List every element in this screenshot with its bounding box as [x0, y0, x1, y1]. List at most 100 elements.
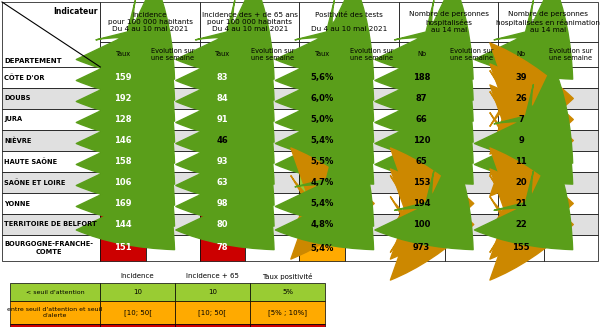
Text: 63: 63: [217, 178, 229, 187]
Bar: [100, 130, 146, 151]
Bar: [544, 42, 598, 67]
Bar: [345, 193, 399, 214]
Bar: [146, 88, 200, 109]
Bar: [175, 324, 250, 327]
Bar: [544, 235, 598, 261]
Bar: [445, 42, 499, 67]
Bar: [499, 193, 544, 214]
Bar: [544, 151, 598, 172]
Bar: [250, 301, 325, 324]
Text: 153: 153: [413, 178, 430, 187]
Bar: [10, 283, 100, 301]
Text: 11: 11: [515, 157, 527, 166]
Text: 4,7%: 4,7%: [311, 178, 334, 187]
Bar: [299, 172, 345, 193]
Text: Incidence des + de 65 ans
pour 100 000 habitants
Du 4 au 10 mai 2021: Incidence des + de 65 ans pour 100 000 h…: [202, 12, 298, 32]
Text: DOUBS: DOUBS: [4, 95, 31, 101]
Bar: [146, 235, 200, 261]
Bar: [100, 193, 146, 214]
Text: 39: 39: [515, 73, 527, 82]
Bar: [544, 172, 598, 193]
Bar: [245, 151, 299, 172]
Bar: [2, 2, 100, 67]
Bar: [2, 67, 100, 88]
Text: Nombre de personnes
hospitalisées en réanimation
au 14 mai: Nombre de personnes hospitalisées en réa…: [496, 11, 600, 33]
Bar: [245, 130, 299, 151]
Text: Incidence + 65: Incidence + 65: [186, 273, 239, 279]
Text: [10; 50[: [10; 50[: [124, 309, 151, 316]
Bar: [299, 67, 345, 88]
Text: 144: 144: [115, 220, 132, 229]
Text: Evolution sur
une semaine: Evolution sur une semaine: [251, 48, 294, 61]
Bar: [146, 109, 200, 130]
Bar: [499, 88, 544, 109]
Bar: [445, 88, 499, 109]
Text: [5% ; 10%]: [5% ; 10%]: [268, 309, 307, 316]
Bar: [499, 2, 598, 42]
Bar: [499, 109, 544, 130]
Text: 84: 84: [217, 94, 229, 103]
Bar: [100, 2, 200, 42]
Bar: [499, 151, 544, 172]
Bar: [245, 235, 299, 261]
Text: 66: 66: [416, 115, 428, 124]
Text: Evolution sur
une semaine: Evolution sur une semaine: [549, 48, 593, 61]
Bar: [250, 283, 325, 301]
Text: 80: 80: [217, 220, 229, 229]
Text: CÔTE D'OR: CÔTE D'OR: [4, 74, 44, 81]
Bar: [299, 109, 345, 130]
Text: 5,4%: 5,4%: [310, 136, 334, 145]
Bar: [146, 42, 200, 67]
Bar: [499, 214, 544, 235]
Bar: [544, 193, 598, 214]
Text: Evolution sur
une semaine: Evolution sur une semaine: [151, 48, 194, 61]
Bar: [2, 235, 100, 261]
Bar: [345, 67, 399, 88]
Text: 159: 159: [115, 73, 132, 82]
Bar: [399, 214, 445, 235]
Text: Incidence: Incidence: [121, 273, 154, 279]
Bar: [299, 193, 345, 214]
Text: Taux positivité: Taux positivité: [262, 272, 313, 280]
Bar: [299, 130, 345, 151]
Bar: [175, 283, 250, 301]
Text: Taux: Taux: [314, 51, 330, 58]
Bar: [544, 109, 598, 130]
Bar: [345, 109, 399, 130]
Bar: [499, 67, 544, 88]
Text: 22: 22: [515, 220, 527, 229]
Bar: [200, 235, 245, 261]
Text: Indicateur: Indicateur: [53, 7, 97, 16]
Bar: [100, 214, 146, 235]
Text: 4,8%: 4,8%: [311, 220, 334, 229]
Bar: [2, 151, 100, 172]
Text: 194: 194: [413, 199, 430, 208]
Text: 7: 7: [518, 115, 524, 124]
Bar: [2, 2, 598, 67]
Bar: [299, 214, 345, 235]
Text: 98: 98: [217, 199, 229, 208]
Text: 128: 128: [115, 115, 132, 124]
Bar: [100, 88, 146, 109]
Bar: [146, 172, 200, 193]
Text: Evolution sur
une semaine: Evolution sur une semaine: [350, 48, 394, 61]
Text: [10; 50[: [10; 50[: [199, 309, 227, 316]
Bar: [299, 235, 345, 261]
Text: 155: 155: [512, 244, 530, 252]
Bar: [544, 67, 598, 88]
Text: 5,5%: 5,5%: [310, 157, 334, 166]
Bar: [146, 214, 200, 235]
Text: incidence
pour 100 000 habitants
Du 4 au 10 mai 2021: incidence pour 100 000 habitants Du 4 au…: [107, 12, 193, 32]
Bar: [399, 42, 445, 67]
Bar: [200, 214, 245, 235]
Bar: [499, 130, 544, 151]
Text: Nombre de personnes
hospitalisées
au 14 mai: Nombre de personnes hospitalisées au 14 …: [409, 11, 489, 33]
Bar: [2, 172, 100, 193]
Bar: [100, 301, 175, 324]
Text: 973: 973: [413, 244, 430, 252]
Text: SAÔNE ET LOIRE: SAÔNE ET LOIRE: [4, 179, 65, 186]
Bar: [499, 42, 544, 67]
Text: 93: 93: [217, 157, 229, 166]
Bar: [200, 88, 245, 109]
Bar: [399, 88, 445, 109]
